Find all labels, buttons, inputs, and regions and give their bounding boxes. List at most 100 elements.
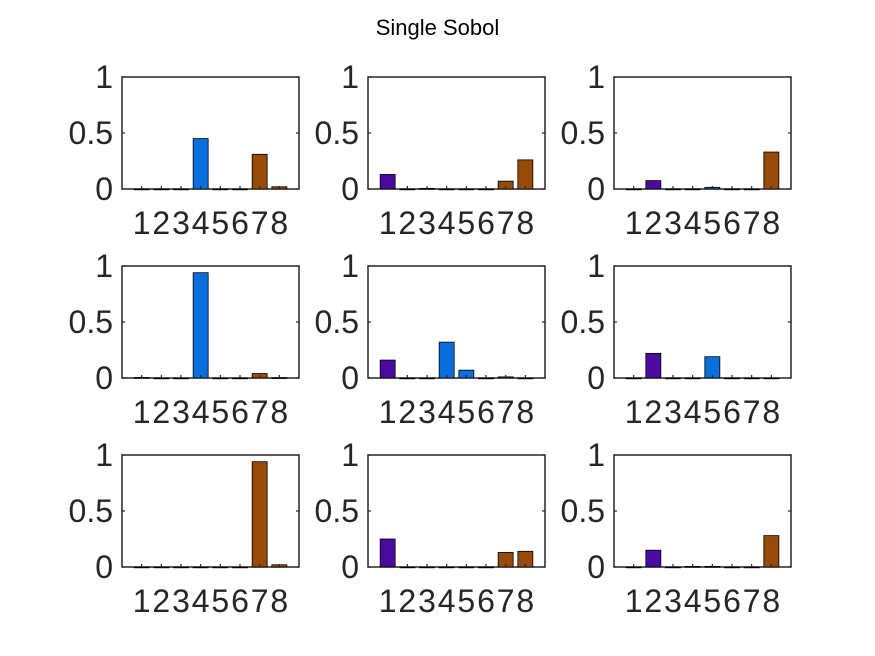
x-tick-label: 5 [703,583,721,619]
bar-8 [763,535,780,568]
bar-6 [232,377,248,380]
y-tick-label: 0 [341,549,359,585]
x-tick-label: 7 [497,394,515,430]
x-tick-label: 2 [398,394,416,430]
x-tick-label: 6 [723,394,741,430]
bar-1 [625,188,642,191]
subplot-2: 00.511 2 3 4 5 6 7 8 [315,59,546,241]
x-tick-label: 3 [418,205,436,241]
x-tick-label: 8 [516,205,534,241]
bar-5 [458,566,475,569]
y-tick-label: 0 [95,360,113,396]
x-tick-label: 8 [270,394,288,430]
x-tick-label: 4 [684,394,702,430]
subplot-3: 00.511 2 3 4 5 6 7 8 [561,59,792,241]
x-tick-label: 5 [211,205,229,241]
y-tick-label: 1 [341,437,359,473]
bar-2 [153,188,170,191]
x-tick-label: 3 [664,205,682,241]
x-tick-label: 7 [497,583,515,619]
y-tick-label: 0.5 [69,493,113,529]
bar-6 [478,188,494,191]
bar-7 [251,461,268,568]
x-tick-label: 7 [743,394,761,430]
y-tick-label: 0.5 [561,304,605,340]
bar-7 [743,566,760,569]
bar-3 [665,377,681,380]
subplot-1: 00.511 2 3 4 5 6 7 8 [69,59,300,241]
bar-6 [724,566,740,569]
x-tick-label: 4 [438,583,456,619]
x-tick-label: 1 [379,583,397,619]
bar-1 [625,566,642,569]
subplot-6: 00.511 2 3 4 5 6 7 8 [561,248,792,430]
bar-2 [399,188,416,191]
bar-4 [684,188,701,191]
x-tick-label: 3 [664,394,682,430]
x-tick-label: 7 [497,205,515,241]
x-tick-label: 8 [762,583,780,619]
x-tick-label: 2 [398,205,416,241]
bar-2 [399,377,416,380]
bar-4 [192,138,209,190]
bar-1 [133,188,150,191]
bar-3 [665,566,681,569]
x-tick-label: 5 [703,394,721,430]
x-tick-label: 7 [743,205,761,241]
x-tick-label: 8 [762,394,780,430]
bar-3 [419,566,435,569]
x-tick-label: 4 [684,205,702,241]
x-tick-label: 2 [152,583,170,619]
axes-frame [121,454,300,568]
x-tick-label: 1 [379,394,397,430]
x-tick-label: 2 [398,583,416,619]
bar-2 [645,352,662,379]
x-tick-label: 7 [251,394,269,430]
x-tick-label: 4 [684,583,702,619]
x-tick-label: 8 [516,394,534,430]
x-tick-label: 4 [438,394,456,430]
y-tick-label: 0.5 [315,115,359,151]
bar-7 [743,188,760,191]
axes-frame [613,265,792,379]
y-tick-label: 0 [587,360,605,396]
bar-8 [763,377,780,380]
subplot-5: 00.511 2 3 4 5 6 7 8 [315,248,546,430]
bar-3 [173,377,189,380]
bar-3 [173,188,189,191]
x-tick-label: 5 [457,583,475,619]
y-tick-label: 0.5 [69,115,113,151]
x-tick-label: 1 [625,583,643,619]
x-tick-label: 7 [743,583,761,619]
x-tick-label: 8 [516,583,534,619]
x-tick-label: 5 [457,205,475,241]
x-tick-label: 4 [192,205,210,241]
y-tick-label: 0.5 [69,304,113,340]
x-tick-label: 6 [231,205,249,241]
x-tick-label: 5 [211,583,229,619]
bar-4 [438,188,455,191]
x-tick-label: 1 [625,205,643,241]
y-tick-label: 0.5 [561,493,605,529]
y-tick-label: 1 [95,248,113,284]
y-tick-label: 1 [587,248,605,284]
y-tick-label: 0.5 [315,304,359,340]
y-tick-label: 0.5 [561,115,605,151]
bar-8 [763,151,780,190]
x-tick-label: 5 [211,394,229,430]
y-tick-label: 0 [341,360,359,396]
x-tick-label: 1 [379,205,397,241]
x-tick-label: 7 [251,205,269,241]
figure-title: Single Sobol [375,15,500,40]
x-tick-label: 3 [664,583,682,619]
bar-3 [173,566,189,569]
x-tick-label: 8 [270,583,288,619]
subplot-9: 00.511 2 3 4 5 6 7 8 [561,437,792,619]
axes-frame [121,76,300,190]
bar-1 [379,538,396,568]
x-tick-label: 5 [457,394,475,430]
bar-6 [478,377,494,380]
y-tick-label: 1 [95,437,113,473]
x-tick-label: 7 [251,583,269,619]
bar-3 [665,188,681,191]
